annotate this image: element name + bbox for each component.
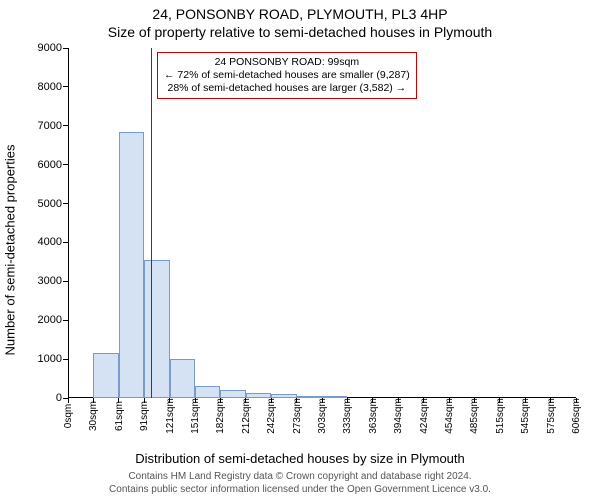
xtick-label: 30sqm [88,401,99,431]
histogram-bar [322,396,347,398]
ytick-mark [63,320,68,321]
ytick-mark [63,359,68,360]
annotation-line2: ← 72% of semi-detached houses are smalle… [164,69,410,82]
xtick-label: 242sqm [266,398,277,434]
ytick-label: 3000 [38,275,62,287]
ytick-label: 1000 [38,353,62,365]
attribution-text: Contains HM Land Registry data © Crown c… [0,471,600,496]
xtick-label: 273sqm [292,398,303,434]
xtick-label: 91sqm [139,401,150,431]
xtick-label: 606sqm [571,398,582,434]
ytick-label: 8000 [38,81,62,93]
histogram-bar [93,353,118,398]
ytick-mark [63,164,68,165]
ytick-label: 2000 [38,314,62,326]
xtick-label: 212sqm [241,398,252,434]
ytick-label: 5000 [38,198,62,210]
xtick-label: 363sqm [368,398,379,434]
histogram-bar [271,394,296,398]
attribution-line2: Contains public sector information licen… [0,484,600,497]
histogram-bar [297,396,322,398]
property-marker-line [151,48,152,398]
y-axis-label: Number of semi-detached properties [3,145,18,356]
ytick-mark [63,242,68,243]
x-axis-label: Distribution of semi-detached houses by … [0,451,600,466]
ytick-label: 4000 [38,236,62,248]
ytick-mark [63,86,68,87]
ytick-label: 9000 [38,42,62,54]
histogram-bar [119,132,144,398]
xtick-label: 303sqm [317,398,328,434]
annotation-box: 24 PONSONBY ROAD: 99sqm← 72% of semi-det… [157,52,417,99]
xtick-label: 121sqm [165,398,176,434]
xtick-label: 515sqm [495,398,506,434]
histogram-bar [220,390,245,398]
histogram-bar [170,359,195,398]
xtick-label: 575sqm [546,398,557,434]
xtick-label: 333sqm [342,398,353,434]
xtick-label: 485sqm [469,398,480,434]
xtick-mark [68,398,69,403]
xtick-label: 0sqm [63,404,74,428]
xtick-label: 545sqm [520,398,531,434]
histogram-bar [195,386,220,398]
ytick-mark [63,48,68,49]
xtick-label: 424sqm [419,398,430,434]
histogram-bar [246,393,271,398]
xtick-label: 151sqm [190,398,201,434]
ytick-mark [63,125,68,126]
plot-area: 01000200030004000500060007000800090000sq… [68,48,576,398]
chart-title-line1: 24, PONSONBY ROAD, PLYMOUTH, PL3 4HP [0,6,600,22]
xtick-label: 182sqm [215,398,226,434]
attribution-line1: Contains HM Land Registry data © Crown c… [0,471,600,484]
y-axis [68,48,69,398]
ytick-mark [63,203,68,204]
xtick-label: 454sqm [444,398,455,434]
ytick-label: 0 [56,392,62,404]
ytick-label: 6000 [38,159,62,171]
ytick-mark [63,281,68,282]
histogram-bar [144,260,169,398]
annotation-line3: 28% of semi-detached houses are larger (… [164,82,410,95]
chart-container: 24, PONSONBY ROAD, PLYMOUTH, PL3 4HP Siz… [0,0,600,500]
annotation-line1: 24 PONSONBY ROAD: 99sqm [164,56,410,69]
chart-title-line2: Size of property relative to semi-detach… [0,24,600,40]
xtick-label: 61sqm [114,401,125,431]
ytick-label: 7000 [38,120,62,132]
xtick-label: 394sqm [393,398,404,434]
